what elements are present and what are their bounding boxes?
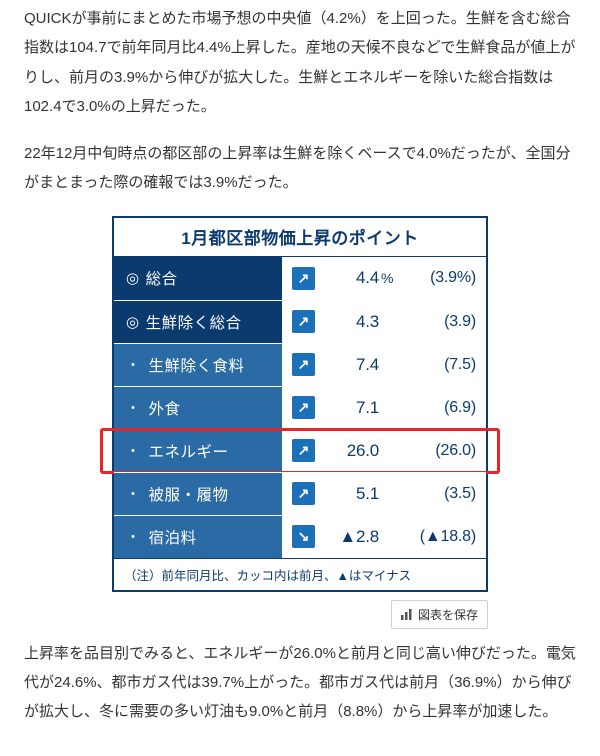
arrow-up-icon: ↗ xyxy=(292,267,315,290)
chart-row: ・エネルギー ↗ 26.0 (26.0) xyxy=(114,429,486,472)
chart-row-label: ・生鮮除く食料 xyxy=(114,344,282,386)
bullet-icon: ・ xyxy=(126,441,141,461)
chart-row-value: 5.1 xyxy=(325,484,379,504)
arrow-up-icon: ↗ xyxy=(292,310,315,333)
chart-row-prev: (7.5) xyxy=(444,356,476,374)
article-paragraph: QUICKが事前にまとめた市場予想の中央値（4.2%）を上回った。生鮮を含む総合… xyxy=(24,4,576,121)
chart-row-value: 4.3 xyxy=(325,312,379,332)
chart-row-values: ↗ 4.3 (3.9) xyxy=(282,301,486,343)
chart-row: ◎ 総合 ↗ 4.4% (3.9%) xyxy=(114,257,486,300)
arrow-up-icon: ↗ xyxy=(292,396,315,419)
chart-row-label-text: 被服・履物 xyxy=(149,483,229,505)
chart-row-label: ・被服・履物 xyxy=(114,473,282,515)
arrow-up-icon: ↗ xyxy=(292,353,315,376)
chart-row-prev: (3.9) xyxy=(444,313,476,331)
chart-row-values: ↗ 7.4 (7.5) xyxy=(282,344,486,386)
chart-row: ・外食 ↗ 7.1 (6.9) xyxy=(114,386,486,429)
chart-row-label-text: 外食 xyxy=(149,397,181,419)
chart-row-value: 7.4 xyxy=(325,355,379,375)
double-circle-icon: ◎ xyxy=(126,269,140,287)
chart-toolbar: 図表を保存 xyxy=(112,600,488,629)
bullet-icon: ・ xyxy=(126,484,141,504)
chart-row-label-text: 宿泊料 xyxy=(149,526,197,548)
chart-row-prev: (26.0) xyxy=(435,442,476,460)
bullet-icon: ・ xyxy=(126,398,141,418)
chart-row-label-text: エネルギー xyxy=(149,440,229,462)
chart-row-prev: (▲18.8) xyxy=(420,528,476,546)
arrow-up-icon: ↗ xyxy=(292,482,315,505)
chart-row-unit: % xyxy=(381,270,393,286)
chart-row-values: ↗ 5.1 (3.5) xyxy=(282,473,486,515)
chart-row: ・被服・履物 ↗ 5.1 (3.5) xyxy=(114,472,486,515)
chart-row-values: ↗ 4.4% (3.9%) xyxy=(282,257,486,300)
chart-row-prev: (6.9) xyxy=(444,399,476,417)
price-chart: 1月都区部物価上昇のポイント ◎ 総合 ↗ 4.4% (3.9%) ◎ 生鮮除く総合 ↗ 4.3… xyxy=(112,216,488,592)
chart-row-label: ・外食 xyxy=(114,387,282,429)
chart-row-values: ↘ ▲2.8 (▲18.8) xyxy=(282,516,486,558)
chart-row: ◎ 生鮮除く総合 ↗ 4.3 (3.9) xyxy=(114,300,486,343)
bullet-icon: ・ xyxy=(126,355,141,375)
chart-row-value: 26.0 xyxy=(325,441,379,461)
chart-row-prev: (3.5) xyxy=(444,485,476,503)
chart-row-value: ▲2.8 xyxy=(325,527,379,547)
chart-title: 1月都区部物価上昇のポイント xyxy=(114,218,486,257)
bar-chart-icon xyxy=(400,608,413,621)
chart-row-label-text: 総合 xyxy=(146,267,178,289)
chart-row-values: ↗ 26.0 (26.0) xyxy=(282,430,486,472)
bullet-icon: ・ xyxy=(126,527,141,547)
article-paragraph: 22年12月中旬時点の都区部の上昇率は生鮮を除くベースで4.0%だったが、全国分… xyxy=(24,139,576,198)
chart-row-label: ・エネルギー xyxy=(114,430,282,472)
chart-row-value: 7.1 xyxy=(325,398,379,418)
chart-row-value: 4.4 xyxy=(325,268,379,288)
chart-row-label: ◎ 生鮮除く総合 xyxy=(114,301,282,343)
chart-row-label-text: 生鮮除く総合 xyxy=(146,311,242,333)
chart-row-label-text: 生鮮除く食料 xyxy=(149,354,245,376)
chart-footnote: （注）前年同月比、カッコ内は前月、▲はマイナス xyxy=(114,558,486,590)
chart-row-label: ・宿泊料 xyxy=(114,516,282,558)
save-chart-label: 図表を保存 xyxy=(418,606,478,623)
article-paragraph: 上昇率を品目別でみると、エネルギーが26.0%と前月と同じ高い伸びだった。電気代… xyxy=(24,639,576,727)
chart-container: 1月都区部物価上昇のポイント ◎ 総合 ↗ 4.4% (3.9%) ◎ 生鮮除く総合 ↗ 4.3… xyxy=(24,216,576,629)
save-chart-button[interactable]: 図表を保存 xyxy=(391,600,488,629)
chart-row-label: ◎ 総合 xyxy=(114,257,282,300)
arrow-down-icon: ↘ xyxy=(292,525,315,548)
chart-row: ・宿泊料 ↘ ▲2.8 (▲18.8) xyxy=(114,515,486,558)
double-circle-icon: ◎ xyxy=(126,313,140,331)
arrow-up-icon: ↗ xyxy=(292,439,315,462)
chart-row-prev: (3.9%) xyxy=(430,269,476,287)
chart-row: ・生鮮除く食料 ↗ 7.4 (7.5) xyxy=(114,343,486,386)
chart-row-values: ↗ 7.1 (6.9) xyxy=(282,387,486,429)
